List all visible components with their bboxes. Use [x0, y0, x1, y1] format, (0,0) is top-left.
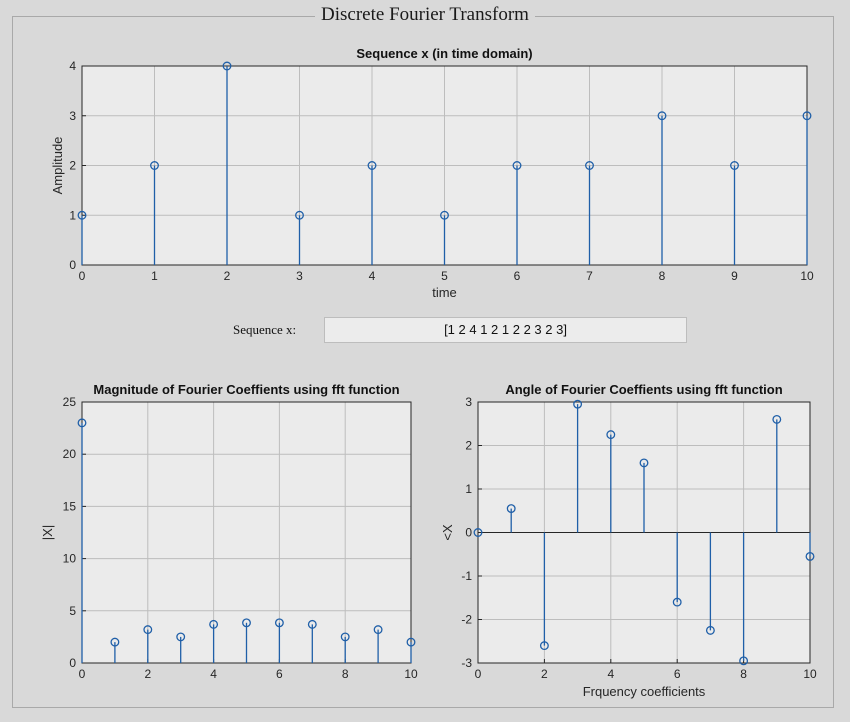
- stem-marker: [473, 528, 483, 537]
- chart-title: Angle of Fourier Coeffients using fft fu…: [505, 382, 782, 397]
- y-tick-label: 15: [63, 499, 77, 513]
- y-tick-label: 2: [69, 159, 76, 173]
- stem-marker: [672, 597, 682, 607]
- x-tick-label: 1: [151, 269, 158, 283]
- panel-title: Discrete Fourier Transform: [0, 4, 850, 26]
- x-tick-label: 9: [731, 269, 738, 283]
- stem-marker: [143, 625, 153, 635]
- stem-marker: [242, 618, 251, 628]
- x-tick-label: 4: [210, 667, 217, 681]
- x-tick-label: 10: [803, 667, 817, 681]
- y-tick-label: 0: [69, 258, 76, 272]
- stem-marker: [209, 619, 219, 629]
- stem-marker: [340, 632, 350, 642]
- y-tick-label: 20: [63, 447, 77, 461]
- y-tick-label: -3: [461, 656, 472, 670]
- stem-marker: [77, 418, 87, 428]
- stem-marker: [274, 618, 284, 628]
- y-axis-label: <X: [440, 524, 455, 541]
- stem-marker: [539, 641, 549, 651]
- stem-marker: [150, 161, 159, 170]
- stem-marker: [705, 625, 715, 635]
- stem-marker: [585, 161, 594, 170]
- y-tick-label: 5: [69, 604, 76, 618]
- sequence-field[interactable]: [1 2 4 1 2 1 2 2 3 2 3]: [324, 317, 687, 343]
- stem-marker: [739, 656, 749, 666]
- stem-marker: [440, 210, 449, 220]
- stem-marker: [805, 551, 815, 561]
- stem-marker: [373, 625, 383, 635]
- stem-marker: [110, 637, 120, 647]
- y-tick-label: 4: [69, 59, 76, 73]
- x-tick-label: 3: [296, 269, 303, 283]
- x-axis-label: Frquency coefficients: [583, 684, 706, 699]
- x-tick-label: 8: [342, 667, 349, 681]
- x-tick-label: 6: [276, 667, 283, 681]
- stem-marker: [77, 210, 87, 220]
- stem-marker: [772, 414, 782, 424]
- stem-marker: [506, 504, 516, 514]
- y-tick-label: 25: [63, 395, 77, 409]
- y-tick-label: 2: [465, 439, 472, 453]
- chart-title: Magnitude of Fourier Coeffients using ff…: [93, 382, 399, 397]
- x-tick-label: 2: [144, 667, 151, 681]
- stem-marker: [406, 637, 416, 647]
- stem-marker: [606, 430, 616, 440]
- stem-marker: [307, 619, 317, 629]
- y-tick-label: 10: [63, 552, 77, 566]
- x-tick-label: 6: [674, 667, 681, 681]
- stem-marker: [730, 161, 739, 170]
- stem-marker: [657, 111, 667, 121]
- x-tick-label: 2: [541, 667, 548, 681]
- y-axis-label: |X|: [40, 525, 55, 540]
- y-tick-label: 3: [465, 395, 472, 409]
- y-tick-label: -2: [461, 613, 472, 627]
- panel-title-text: Discrete Fourier Transform: [315, 4, 535, 25]
- y-tick-label: 0: [465, 526, 472, 540]
- y-tick-label: 1: [69, 208, 76, 222]
- stem-marker: [176, 632, 186, 642]
- x-tick-label: 0: [79, 269, 86, 283]
- stem-marker: [573, 399, 583, 409]
- stem-marker: [639, 458, 649, 468]
- x-tick-label: 0: [475, 667, 482, 681]
- x-tick-label: 2: [224, 269, 231, 283]
- x-tick-label: 7: [586, 269, 593, 283]
- x-axis-label: time: [432, 285, 457, 300]
- x-tick-label: 5: [441, 269, 448, 283]
- chart-title: Sequence x (in time domain): [356, 46, 532, 61]
- y-axis-label: Amplitude: [50, 137, 65, 195]
- y-tick-label: -1: [461, 569, 472, 583]
- stem-marker: [512, 161, 522, 170]
- stem-marker: [295, 210, 304, 220]
- y-tick-label: 1: [465, 482, 472, 496]
- x-tick-label: 8: [659, 269, 666, 283]
- x-tick-label: 8: [740, 667, 747, 681]
- stem-marker: [367, 161, 377, 170]
- stem-marker: [222, 61, 232, 71]
- x-tick-label: 10: [800, 269, 814, 283]
- x-tick-label: 10: [404, 667, 418, 681]
- x-tick-label: 4: [607, 667, 614, 681]
- x-tick-label: 4: [369, 269, 376, 283]
- y-tick-label: 0: [69, 656, 76, 670]
- sequence-label: Sequence x:: [233, 322, 297, 337]
- stem-marker: [802, 111, 812, 121]
- x-tick-label: 6: [514, 269, 521, 283]
- x-tick-label: 0: [79, 667, 86, 681]
- y-tick-label: 3: [69, 109, 76, 123]
